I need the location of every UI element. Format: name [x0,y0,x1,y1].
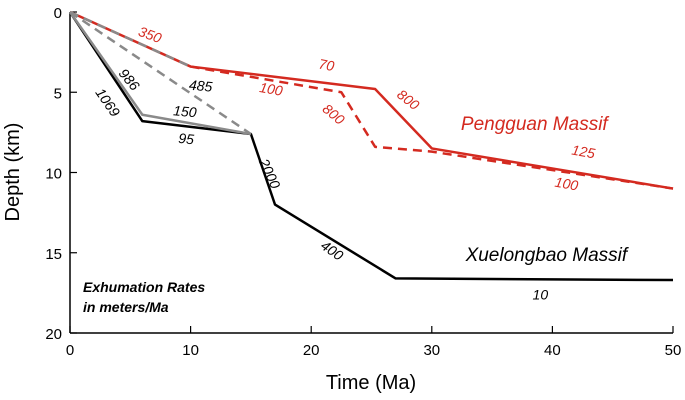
x-tick-label-40: 40 [544,342,561,359]
y-axis-title: Depth (km) [2,123,24,222]
y-tick-label-10: 10 [45,166,62,183]
rate-annotation-9: 986 [116,65,143,93]
rate-annotation-2: 70 [317,56,335,74]
y-tick-label-0: 0 [54,5,62,22]
x-tick-label-30: 30 [423,342,440,359]
series-line-3 [68,11,674,282]
rate-annotation-5: 800 [320,100,348,127]
series-line-5 [69,10,252,136]
rate-annotation-13: 2000 [256,155,284,191]
axes: 0 10 20 30 40 50 0 5 10 15 20 [45,5,681,359]
rate-annotation-11: 150 [173,102,198,120]
rate-annotation-6: 125 [571,142,597,162]
y-tick-label-15: 15 [45,246,62,263]
series-label-layer: Pengguan Massif Xuelongbao Massif [461,114,629,266]
y-tick-label-5: 5 [54,85,62,102]
x-tick-label-0: 0 [66,342,74,359]
series-name-label-1: Pengguan Massif [461,114,610,135]
y-ticks: 0 5 10 15 20 [45,5,77,343]
series-name-label-2: Xuelongbao Massif [465,245,629,266]
rate-annotation-12: 95 [178,130,195,147]
y-tick-label-20: 20 [45,326,62,343]
series-line-4 [68,11,252,136]
rates-note-line-1: Exhumation Rates [83,279,205,295]
rate-annotation-15: 10 [533,286,549,302]
series-line-2 [190,65,674,190]
x-tick-label-50: 50 [665,342,682,359]
x-ticks: 0 10 20 30 40 50 [66,326,682,359]
series-layer [68,10,674,282]
rates-note-line-2: in meters/Ma [83,299,169,315]
rate-annotation-10: 1069 [92,85,123,120]
rate-annotation-1: 350 [136,23,164,46]
x-axis-title: Time (Ma) [326,372,416,394]
rates-note: Exhumation Rates in meters/Ma [83,279,205,315]
rate-annotation-7: 100 [554,174,580,194]
rate-annotation-8: 485 [188,77,213,95]
rate-annotation-14: 400 [318,237,346,264]
rate-annotation-3: 800 [394,86,422,113]
rate-annotation-4: 100 [258,79,284,99]
series-line-6 [69,10,192,68]
series-line-1 [69,10,674,190]
x-tick-label-20: 20 [303,342,320,359]
x-tick-label-10: 10 [182,342,199,359]
